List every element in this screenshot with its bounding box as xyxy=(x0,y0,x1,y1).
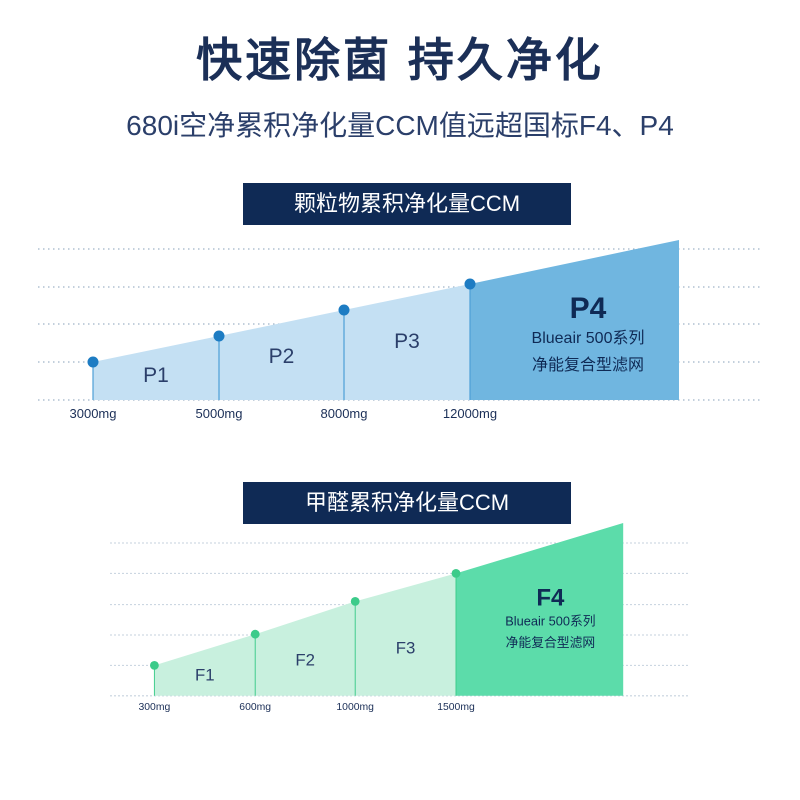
grade-label: F3 xyxy=(396,638,416,657)
purification-area xyxy=(93,284,470,400)
data-point xyxy=(451,569,461,578)
grade-label: P3 xyxy=(394,330,420,353)
data-point xyxy=(464,278,476,290)
data-point xyxy=(213,330,225,342)
highlight-grade: P4 xyxy=(570,292,607,325)
highlight-grade: F4 xyxy=(536,584,565,611)
highlight-band xyxy=(456,523,624,696)
x-tick-label: 300mg xyxy=(139,702,171,713)
highlight-product: Blueair 500系列 xyxy=(532,329,645,347)
particulate-ccm-chart: 3000mg 5000mg 8000mg 12000mg P1 P2 P3 P4 Blueair… xyxy=(38,240,760,421)
x-tick-label: 3000mg xyxy=(70,406,117,421)
grade-label: F1 xyxy=(195,666,215,685)
grade-label: F2 xyxy=(295,650,315,669)
x-tick-label: 600mg xyxy=(239,702,271,713)
data-point xyxy=(350,597,360,606)
subheadline: 680i空净累积净化量CCM值远超国标F4、P4 xyxy=(126,110,674,141)
formaldehyde-ccm-chart: 300mg 600mg 1000mg 1500mg F1 F2 F3 F4 Blueair 50… xyxy=(110,523,688,713)
formaldehyde-chart-title: 甲醛累积净化量CCM xyxy=(243,482,571,524)
x-tick-label: 8000mg xyxy=(321,406,368,421)
highlight-filter: 净能复合型滤网 xyxy=(532,356,644,374)
highlight-product: Blueair 500系列 xyxy=(505,613,595,628)
x-tick-label: 5000mg xyxy=(196,406,243,421)
x-tick-label: 12000mg xyxy=(443,406,497,421)
data-point xyxy=(87,356,99,368)
grade-label: P1 xyxy=(143,364,169,387)
data-point xyxy=(338,304,350,316)
x-tick-label: 1500mg xyxy=(437,702,475,713)
purification-area xyxy=(154,573,456,696)
data-point xyxy=(250,629,260,639)
data-point xyxy=(150,661,159,670)
particulate-chart-title: 颗粒物累积净化量CCM xyxy=(243,183,571,225)
highlight-filter: 净能复合型滤网 xyxy=(506,635,596,650)
x-tick-label: 1000mg xyxy=(336,702,374,713)
headline: 快速除菌 持久净化 xyxy=(196,34,604,86)
highlight-band xyxy=(470,240,679,400)
grade-label: P2 xyxy=(269,345,295,368)
